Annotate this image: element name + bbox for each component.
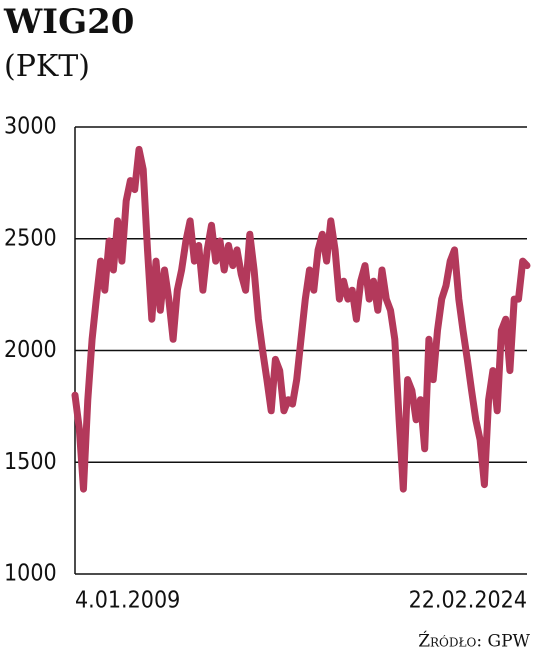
line xyxy=(71,145,531,493)
chart-subtitle: (PKT) xyxy=(4,49,90,84)
chart-title: WIG20 xyxy=(3,2,134,42)
y-tick-label: 1000 xyxy=(4,561,57,587)
x-tick-label: 22.02.2024 xyxy=(409,588,527,614)
source: Źródło: GPW xyxy=(418,631,530,652)
y-tick-label: 1500 xyxy=(4,449,57,475)
y-tick-label: 2000 xyxy=(4,337,57,363)
x-tick-label: 4.01.2009 xyxy=(75,588,180,614)
y-tick-label: 3000 xyxy=(4,114,57,140)
y-tick-label: 2500 xyxy=(4,225,57,251)
